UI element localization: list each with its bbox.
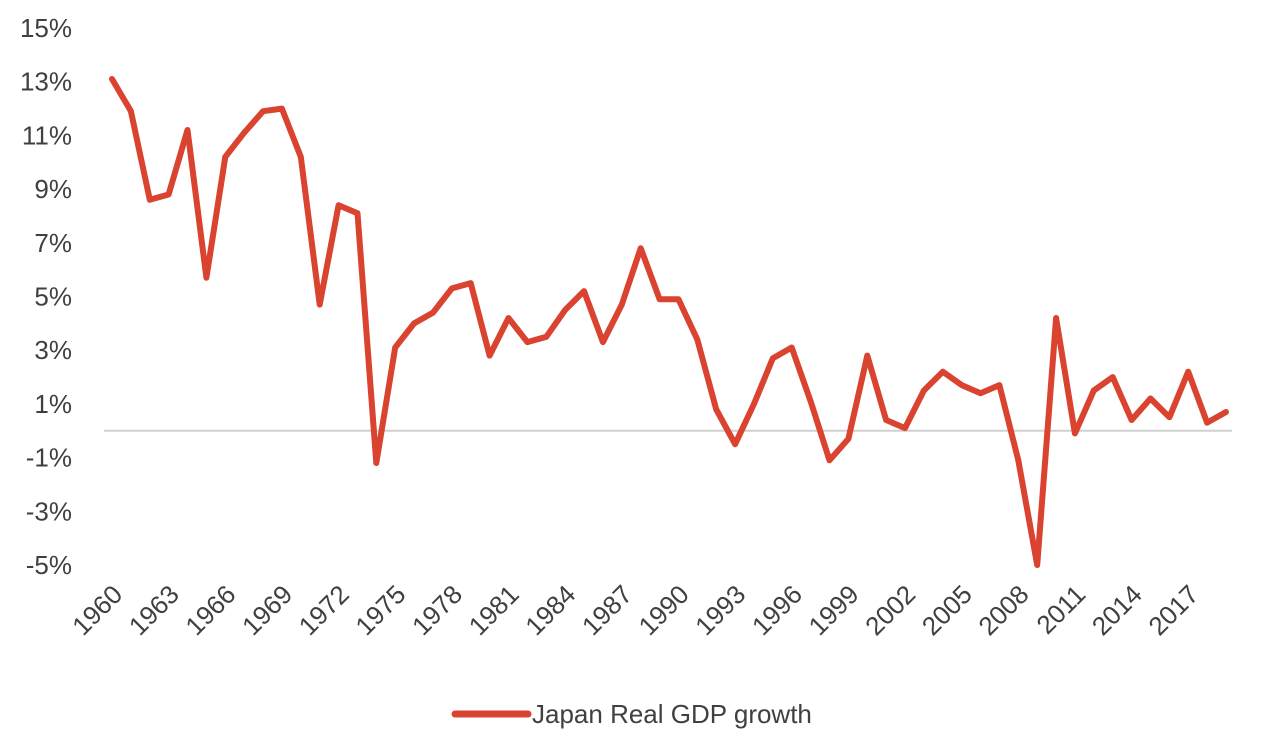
legend-label: Japan Real GDP growth [532, 699, 812, 729]
y-tick-label: 11% [22, 120, 72, 150]
x-tick-label: 1966 [179, 579, 241, 641]
legend: Japan Real GDP growth [451, 699, 812, 729]
x-tick-label: 2011 [1030, 579, 1091, 640]
x-tick-label: 1963 [123, 579, 185, 641]
x-tick-label: 1987 [576, 579, 638, 641]
y-tick-label: 15% [20, 13, 72, 43]
x-tick-label: 2017 [1142, 579, 1204, 641]
x-tick-label: 2005 [916, 579, 978, 641]
x-tick-label: 2008 [972, 579, 1034, 641]
x-tick-label: 1978 [406, 579, 468, 641]
x-tick-label: 1972 [293, 579, 355, 641]
x-tick-label: 2014 [1086, 579, 1148, 641]
y-tick-label: 9% [34, 174, 72, 204]
y-tick-label: 5% [34, 282, 72, 312]
y-tick-label: 1% [34, 389, 72, 419]
x-tick-label: 1981 [463, 579, 525, 641]
y-tick-label: -1% [26, 443, 72, 473]
x-tick-label: 2002 [859, 579, 921, 641]
x-tick-label: 1993 [689, 579, 751, 641]
x-tick-label: 1984 [519, 579, 581, 641]
y-tick-label: 13% [20, 67, 72, 97]
x-tick-label: 1975 [349, 579, 411, 641]
series-line-japan-real-gdp-growth [109, 76, 1229, 568]
y-tick-label: 7% [34, 228, 72, 258]
x-tick-label: 1999 [803, 579, 865, 641]
x-tick-label: 1960 [66, 579, 128, 641]
y-axis-tick-labels: -5% -3% -1% 1% 3% 5% 7% 9% 11% 13% 15% [20, 13, 72, 580]
y-tick-label: -3% [26, 496, 72, 526]
x-tick-label: 1990 [633, 579, 695, 641]
x-tick-label: 1969 [236, 579, 298, 641]
y-tick-label: 3% [34, 335, 72, 365]
y-tick-label: -5% [26, 550, 72, 580]
x-axis-tick-labels: 1960196319661969197219751978198119841987… [66, 579, 1204, 641]
x-tick-label: 1996 [746, 579, 808, 641]
